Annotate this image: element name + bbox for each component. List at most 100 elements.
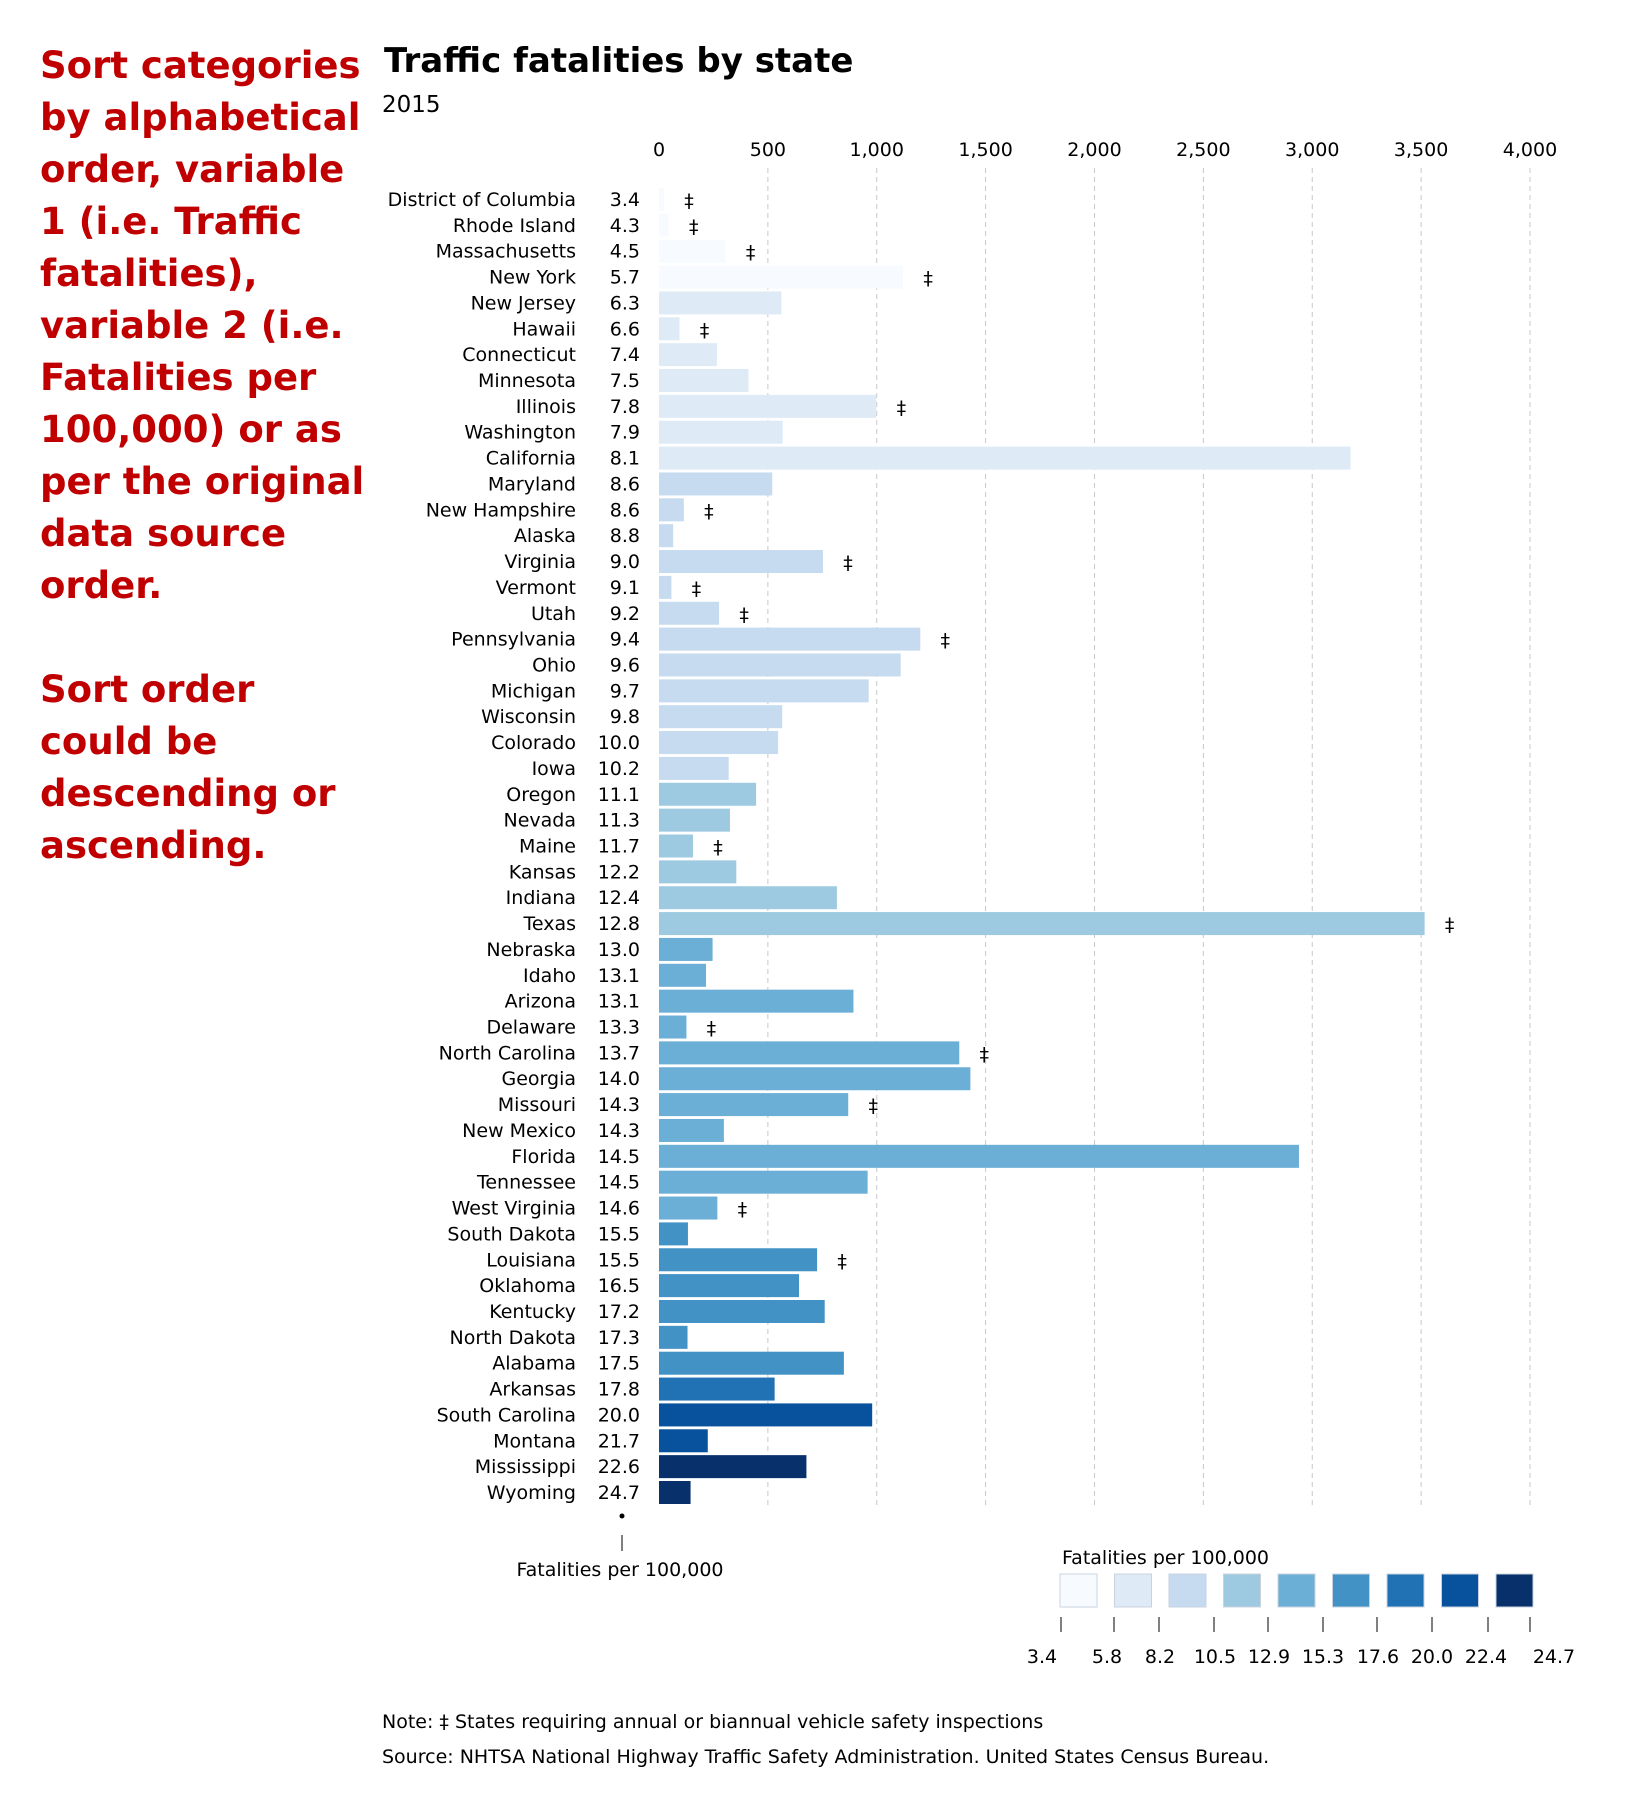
- state-label: Florida: [511, 1146, 576, 1168]
- rate-label: 12.4: [598, 887, 640, 909]
- state-label: Utah: [531, 603, 576, 625]
- bars: [659, 188, 1425, 1504]
- legend-swatch: [1059, 1573, 1098, 1608]
- rate-label: 11.7: [598, 836, 640, 858]
- rate-label: 24.7: [598, 1482, 640, 1504]
- bar: [659, 963, 707, 987]
- state-label: Alabama: [492, 1353, 576, 1375]
- state-label: Idaho: [523, 965, 576, 987]
- bar: [659, 912, 1425, 936]
- legend-labels: 3.4 5.8 8.2 10.5 12.9 15.3 17.6 20.0 22.4 24.7: [1027, 1617, 1575, 1668]
- inspection-dagger: ‡: [923, 268, 933, 290]
- bar: [659, 1015, 687, 1039]
- x-tick-label: 2,000: [1067, 139, 1121, 161]
- inspection-dagger: ‡: [837, 1250, 847, 1272]
- bar: [659, 1222, 688, 1246]
- rate-label: 17.8: [598, 1379, 640, 1401]
- state-label: New Mexico: [462, 1120, 576, 1142]
- bar: [659, 653, 901, 677]
- bar: [659, 1067, 971, 1091]
- rate-label: 6.3: [610, 292, 640, 314]
- bar: [659, 1196, 718, 1220]
- rate-axis-label: Fatalities per 100,000: [516, 1559, 723, 1581]
- rate-label: 14.5: [598, 1172, 640, 1194]
- rate-label: 22.6: [598, 1456, 640, 1478]
- rate-label: 9.6: [610, 654, 640, 676]
- bar: [659, 524, 674, 548]
- inspection-dagger: ‡: [707, 1018, 717, 1040]
- rate-label: 13.7: [598, 1042, 640, 1064]
- bar: [659, 1274, 800, 1298]
- bar: [659, 343, 717, 367]
- bar: [659, 1325, 688, 1349]
- inspection-dagger: ‡: [689, 216, 699, 238]
- state-label: Hawaii: [512, 318, 576, 340]
- state-label: Montana: [493, 1430, 576, 1452]
- inspection-dagger: ‡: [843, 552, 853, 574]
- rate-label: 7.8: [610, 396, 640, 418]
- bar: [659, 1481, 691, 1504]
- bar: [659, 782, 757, 806]
- state-label: Pennsylvania: [451, 629, 576, 651]
- bar: [659, 1351, 844, 1375]
- annotation-paragraph-1: Sort categories by alphabetical order, v…: [40, 44, 365, 607]
- bar: [659, 1403, 873, 1427]
- state-label: Nebraska: [486, 939, 576, 961]
- x-tick-label: 0: [653, 139, 665, 161]
- legend-swatch: [1168, 1573, 1207, 1608]
- rate-label: 12.2: [598, 861, 640, 883]
- legend-break-label: 8.2: [1145, 1646, 1175, 1668]
- bar: [659, 989, 854, 1013]
- legend-swatch: [1495, 1573, 1534, 1608]
- source-text: Source: NHTSA National Highway Traffic S…: [382, 1746, 1269, 1768]
- inspection-dagger: ‡: [704, 500, 714, 522]
- bar: [659, 265, 904, 289]
- bar: [659, 731, 779, 755]
- bar: [659, 860, 737, 884]
- state-label: Virginia: [504, 551, 576, 573]
- rate-label: 6.6: [610, 318, 640, 340]
- state-label: Iowa: [532, 758, 576, 780]
- bar: [659, 808, 730, 832]
- inspection-dagger: ‡: [897, 397, 907, 419]
- rate-label: 8.6: [610, 499, 640, 521]
- legend-swatch: [1223, 1573, 1261, 1608]
- state-label: Massachusetts: [436, 241, 576, 263]
- x-tick-label: 4,000: [1503, 139, 1557, 161]
- state-label: Georgia: [502, 1068, 577, 1090]
- bar: [659, 420, 783, 444]
- legend-swatch: [1441, 1573, 1479, 1608]
- x-tick-label: 2,500: [1176, 139, 1230, 161]
- bar: [659, 369, 749, 393]
- state-label: Kansas: [509, 861, 576, 883]
- rate-label: 7.5: [610, 370, 640, 392]
- legend-swatch: [1332, 1573, 1370, 1608]
- legend-break-label: 24.7: [1533, 1646, 1575, 1668]
- legend-swatch: [1277, 1573, 1316, 1608]
- inspection-dagger: ‡: [941, 630, 951, 652]
- state-label: Indiana: [506, 887, 576, 909]
- x-tick-label: 1,500: [958, 139, 1012, 161]
- legend-break-label: 20.0: [1411, 1646, 1453, 1668]
- rate-label: 17.5: [598, 1353, 640, 1375]
- bar: [659, 705, 783, 729]
- rate-label: 20.0: [598, 1404, 640, 1426]
- state-label: Nevada: [504, 810, 577, 832]
- rate-label: 9.4: [610, 629, 640, 651]
- rate-label: 8.6: [610, 473, 640, 495]
- state-label: Arkansas: [489, 1379, 576, 1401]
- state-label: District of Columbia: [388, 189, 576, 211]
- rate-label: 9.0: [610, 551, 640, 573]
- legend-break-label: 10.5: [1194, 1646, 1236, 1668]
- rate-label: 15.5: [598, 1249, 640, 1271]
- rate-label: 8.8: [610, 525, 640, 547]
- state-label: Maine: [519, 836, 576, 858]
- legend-title: Fatalities per 100,000: [1062, 1547, 1269, 1569]
- legend-break-label: 5.8: [1092, 1646, 1122, 1668]
- bar: [659, 834, 693, 858]
- state-label: Minnesota: [478, 370, 576, 392]
- bar: [659, 394, 877, 418]
- x-tick-label: 3,000: [1285, 139, 1339, 161]
- bar: [659, 1041, 960, 1065]
- rate-label: 4.5: [610, 241, 640, 263]
